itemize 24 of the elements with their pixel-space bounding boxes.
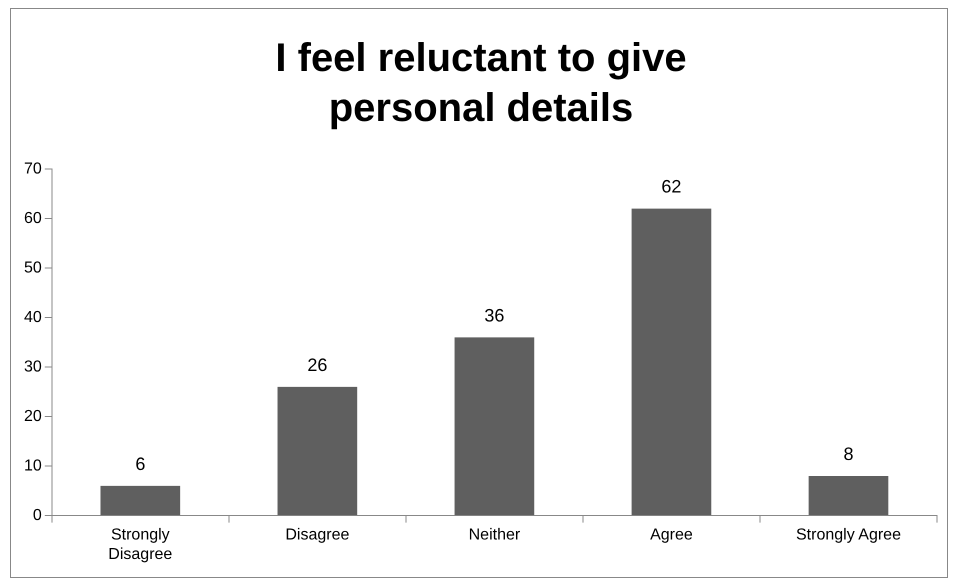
data-label: 36 bbox=[484, 305, 504, 326]
data-label: 26 bbox=[307, 354, 328, 375]
y-tick-label: 40 bbox=[24, 308, 42, 326]
x-tick-label: Disagree bbox=[285, 526, 350, 544]
bar bbox=[100, 486, 180, 516]
y-tick-label: 10 bbox=[24, 457, 42, 474]
x-tick-label: Strongly Disagree bbox=[108, 526, 172, 563]
data-label: 6 bbox=[135, 454, 146, 474]
y-tick-label: 70 bbox=[24, 160, 42, 178]
bar bbox=[278, 386, 358, 516]
y-tick-label: 50 bbox=[24, 259, 42, 276]
data-label: 62 bbox=[661, 176, 682, 197]
bar bbox=[632, 208, 712, 516]
y-tick-label: 20 bbox=[24, 408, 42, 425]
bar bbox=[808, 476, 888, 516]
bar bbox=[454, 337, 534, 516]
data-label: 8 bbox=[843, 444, 854, 464]
x-tick-label: Agree bbox=[650, 526, 693, 544]
y-tick-label: 60 bbox=[24, 210, 42, 227]
y-tick-label: 30 bbox=[24, 358, 42, 376]
x-tick-label: Neither bbox=[468, 526, 521, 544]
chart-title: I feel reluctant to give personal details bbox=[274, 35, 688, 132]
y-tick-label: 0 bbox=[32, 507, 42, 524]
x-tick-label: Strongly Agree bbox=[796, 526, 902, 544]
